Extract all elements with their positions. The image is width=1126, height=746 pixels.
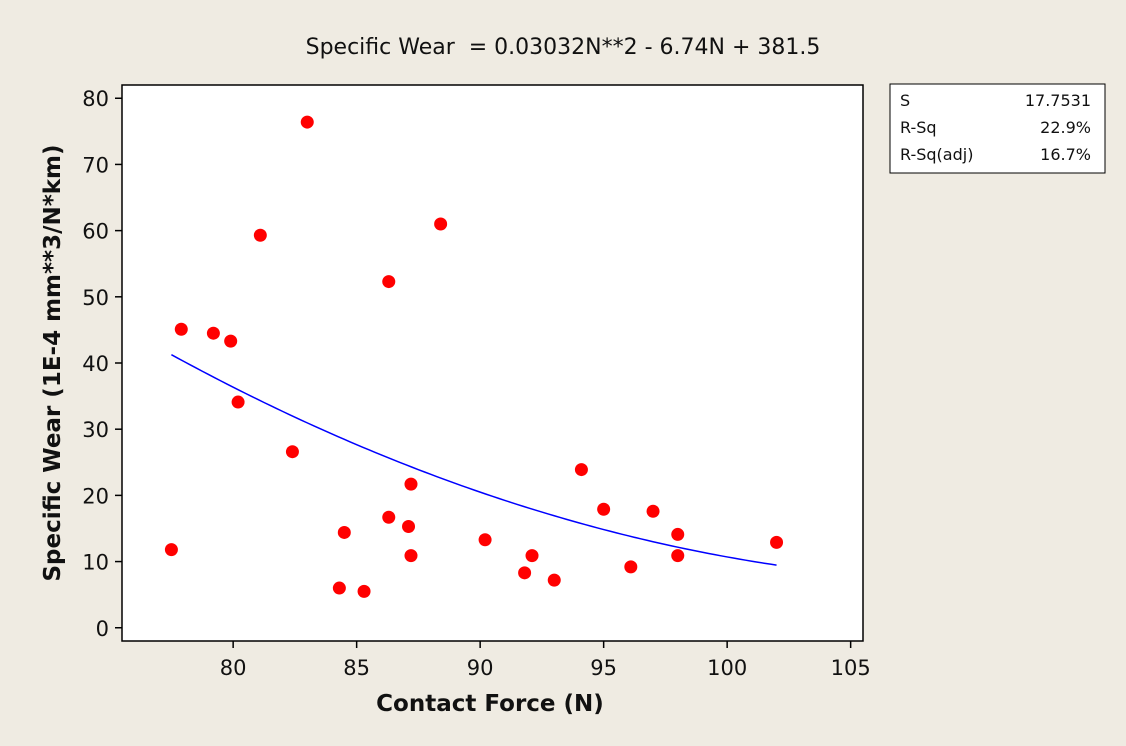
stat-value: 17.7531: [1025, 91, 1091, 110]
x-tick-label: 80: [220, 656, 247, 680]
stat-value: 22.9%: [1040, 118, 1091, 137]
y-tick-label: 0: [96, 617, 109, 641]
plot-area: [121, 84, 864, 642]
chart-title: Specific Wear = 0.03032N**2 - 6.74N + 38…: [306, 35, 821, 60]
data-point: [402, 519, 416, 533]
x-axis-title: Contact Force (N): [376, 691, 604, 717]
data-point: [518, 566, 532, 580]
data-point: [300, 115, 314, 129]
data-point: [646, 504, 660, 518]
data-point: [624, 560, 638, 574]
data-point: [597, 502, 611, 516]
data-point: [337, 525, 351, 539]
data-point: [332, 581, 346, 595]
y-axis-title: Specific Wear (1E-4 mm**3/N*km): [40, 144, 66, 581]
stats-table: S 17.7531 R-Sq 22.9% R-Sq(adj) 16.7%: [900, 91, 1091, 164]
data-point: [382, 510, 396, 524]
y-tick-label: 10: [82, 551, 109, 575]
data-point: [770, 535, 784, 549]
stat-label: R-Sq: [900, 118, 937, 137]
stats-box: [889, 83, 1106, 174]
data-point: [547, 573, 561, 587]
x-axis: 80 85 90 95 100 105: [220, 641, 871, 680]
data-point: [224, 334, 238, 348]
y-tick-label: 60: [82, 220, 109, 244]
data-point: [164, 543, 178, 557]
data-point: [174, 322, 188, 336]
data-point: [404, 549, 418, 563]
x-tick-label: 95: [590, 656, 617, 680]
stat-label: R-Sq(adj): [900, 145, 973, 164]
data-point: [357, 584, 371, 598]
data-point: [231, 395, 245, 409]
data-point: [404, 477, 418, 491]
stat-label: S: [900, 91, 910, 110]
x-tick-label: 90: [467, 656, 494, 680]
data-points: [164, 115, 784, 598]
data-point: [434, 217, 448, 231]
x-tick-label: 85: [343, 656, 370, 680]
y-tick-label: 40: [82, 352, 109, 376]
data-point: [206, 326, 220, 340]
data-point: [253, 228, 267, 242]
x-tick-label: 100: [707, 656, 747, 680]
y-tick-label: 20: [82, 484, 109, 508]
y-tick-label: 80: [82, 87, 109, 111]
y-tick-label: 30: [82, 418, 109, 442]
data-point: [382, 275, 396, 289]
stat-value: 16.7%: [1040, 145, 1091, 164]
data-point: [574, 463, 588, 477]
x-tick-label: 105: [831, 656, 871, 680]
y-tick-label: 50: [82, 286, 109, 310]
regression-fit-line: [171, 354, 777, 566]
y-tick-label: 70: [82, 153, 109, 177]
data-point: [671, 527, 685, 541]
data-point: [671, 549, 685, 563]
data-point: [285, 445, 299, 459]
data-point: [478, 533, 492, 547]
data-point: [525, 549, 539, 563]
y-axis: 0 10 20 30 40 50 60 70 80: [82, 87, 122, 641]
